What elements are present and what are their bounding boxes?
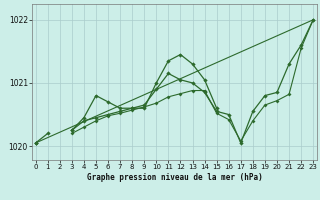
X-axis label: Graphe pression niveau de la mer (hPa): Graphe pression niveau de la mer (hPa)	[86, 173, 262, 182]
